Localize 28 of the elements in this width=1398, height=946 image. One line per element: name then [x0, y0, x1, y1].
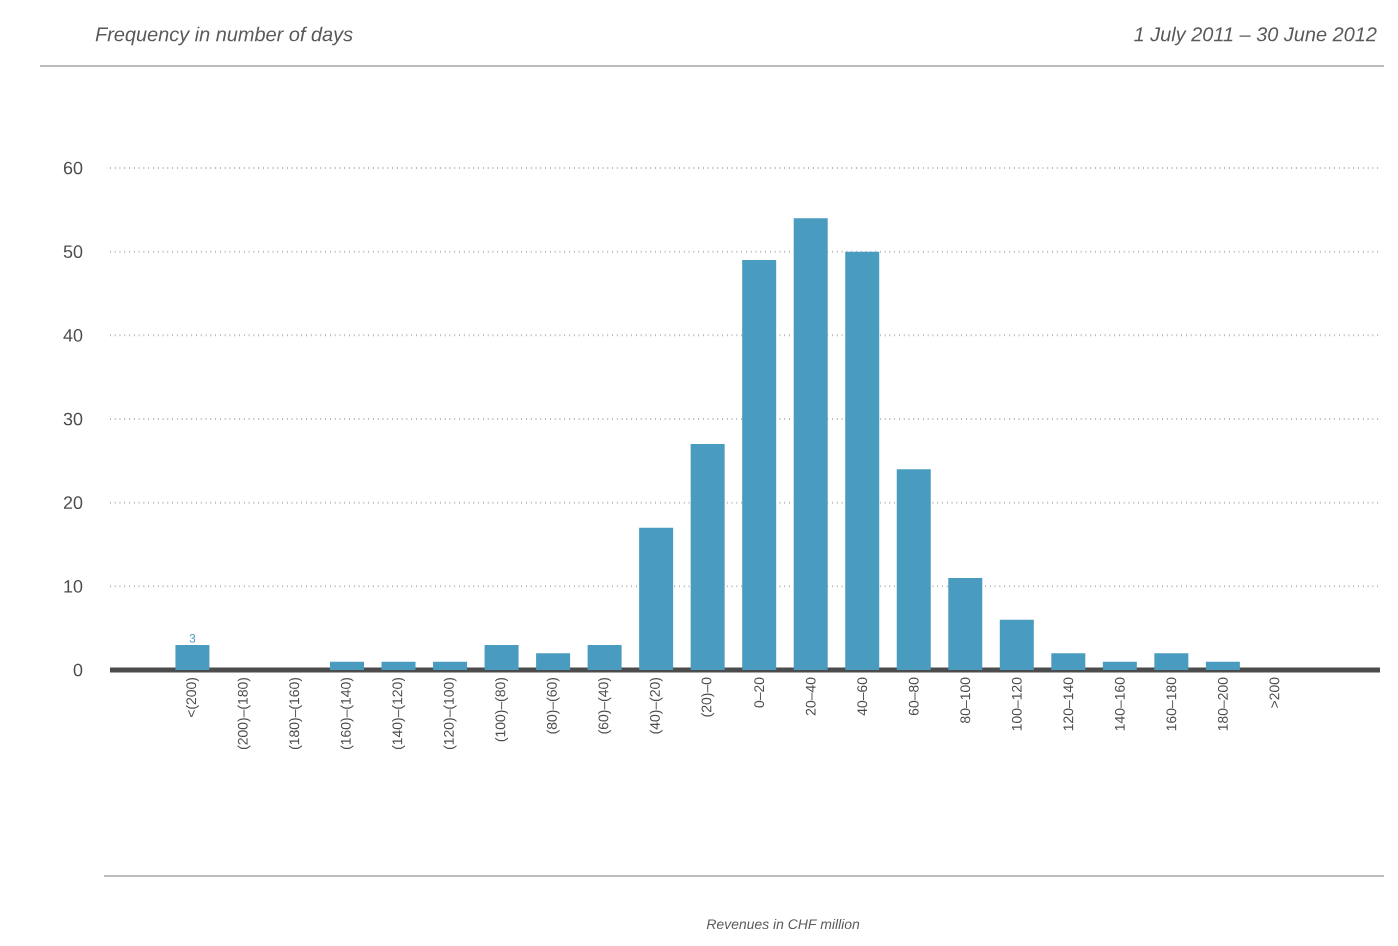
- bar: [896, 469, 931, 670]
- bar: [948, 577, 983, 670]
- bar: [1051, 653, 1086, 670]
- y-tick-label: 10: [64, 579, 83, 593]
- bar: [999, 619, 1034, 670]
- bar: [433, 661, 468, 670]
- y-tick-label: 20: [63, 496, 83, 510]
- bar: [381, 661, 416, 670]
- bar: [742, 260, 777, 670]
- y-tick-label: 40: [63, 328, 83, 342]
- y-tick-label: 30: [63, 412, 83, 426]
- bar: [690, 444, 725, 670]
- y-tick-label: 0: [73, 663, 83, 677]
- chart-title: Frequency in number of days: [95, 26, 353, 46]
- bar: [1102, 661, 1137, 670]
- bar: [639, 527, 674, 670]
- bar: [1154, 653, 1189, 670]
- bar: [484, 644, 519, 670]
- bar: [845, 251, 880, 670]
- bar: [1205, 661, 1240, 670]
- y-tick-label: 60: [63, 161, 83, 175]
- chart-subtitle: 1 July 2011 – 30 June 2012: [1134, 26, 1377, 46]
- bar: [175, 644, 210, 670]
- bar: [536, 653, 571, 670]
- bar: [330, 661, 364, 670]
- bar: [793, 218, 828, 670]
- y-tick-label: 50: [63, 245, 83, 259]
- bar: [587, 644, 622, 670]
